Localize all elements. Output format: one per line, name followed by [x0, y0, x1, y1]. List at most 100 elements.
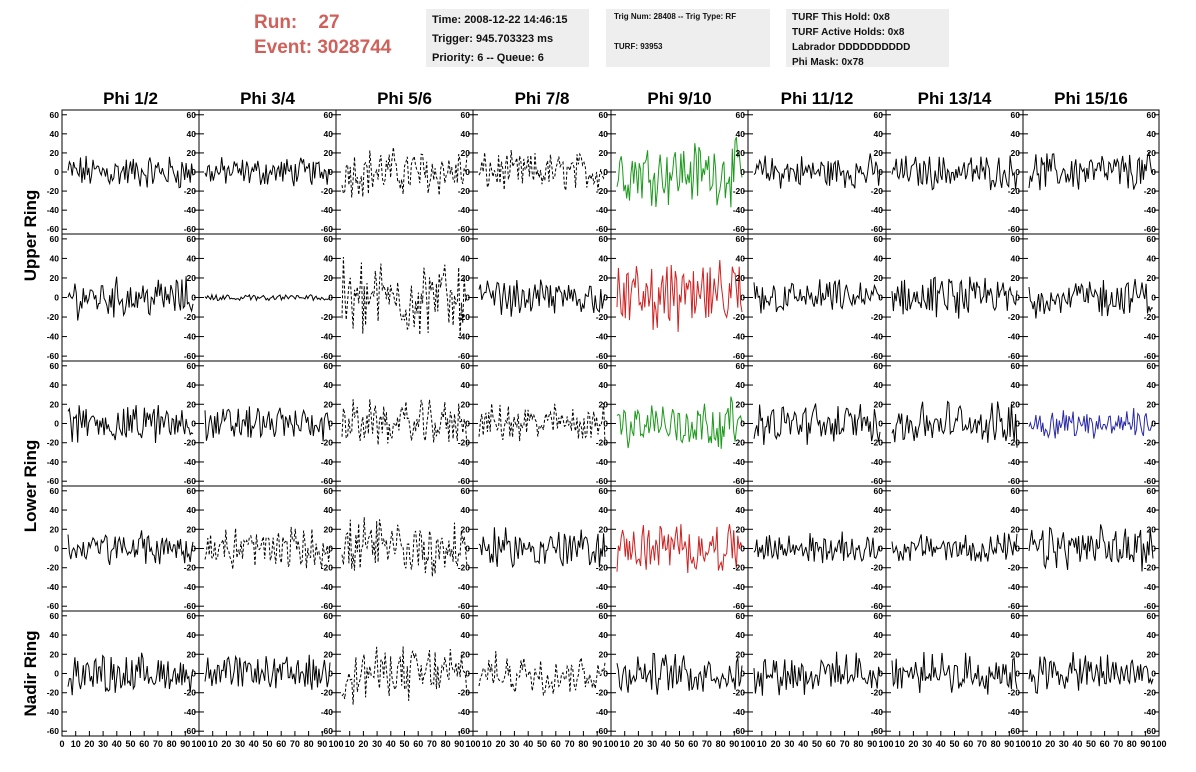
y-tick-label: 0 [1151, 669, 1156, 679]
waveform-trace [616, 524, 743, 574]
waveform-trace [1028, 278, 1154, 319]
x-tick-label: 80 [578, 739, 588, 749]
y-tick-label: 60 [461, 234, 471, 244]
y-tick-label: 0 [1015, 167, 1020, 177]
y-tick-label: 40 [324, 253, 334, 263]
waveform-trace [616, 259, 743, 332]
y-tick-label: -40 [1144, 457, 1157, 467]
y-tick-label: -20 [596, 312, 609, 322]
waveform-trace [341, 256, 468, 340]
y-tick-label: 60 [50, 611, 60, 621]
panel-frame [610, 610, 749, 737]
x-tick-label: 10 [620, 739, 630, 749]
y-tick-label: -20 [1008, 438, 1021, 448]
y-tick-label: 40 [599, 129, 609, 139]
y-tick-label: 40 [1011, 380, 1021, 390]
y-tick-label: 0 [1151, 293, 1156, 303]
y-tick-label: -20 [184, 563, 197, 573]
y-tick-label: -60 [733, 351, 746, 361]
phi-mask-text: Phi Mask: 0x78 [792, 57, 864, 68]
panel-frame [885, 109, 1024, 235]
y-tick-label: -20 [1008, 312, 1021, 322]
y-tick-label: -40 [184, 582, 197, 592]
y-tick-label: 60 [599, 234, 609, 244]
waveform-trace [341, 399, 468, 447]
y-tick-label: -20 [871, 438, 884, 448]
waveform-trace [341, 646, 468, 705]
x-tick-label: 50 [812, 739, 822, 749]
y-tick-label: -40 [1144, 332, 1157, 342]
y-tick-label: -40 [321, 457, 334, 467]
y-tick-label: 60 [461, 611, 471, 621]
x-tick-label: 40 [112, 739, 122, 749]
panel-frame [1022, 360, 1160, 487]
y-tick-label: 40 [324, 129, 334, 139]
y-tick-label: -40 [47, 707, 60, 717]
y-tick-label: -20 [1144, 438, 1157, 448]
time-info-box: Time: 2008-12-22 14:46:15 Trigger: 945.7… [426, 9, 589, 67]
y-tick-label: 60 [874, 611, 884, 621]
y-tick-label: 60 [187, 234, 197, 244]
y-tick-label: 0 [1015, 669, 1020, 679]
y-tick-label: 60 [461, 110, 471, 120]
waveform-trace [67, 155, 194, 189]
y-tick-label: 40 [874, 253, 884, 263]
waveform-trace [67, 405, 194, 444]
x-tick-label: 60 [276, 739, 286, 749]
y-tick-label: -40 [1144, 707, 1157, 717]
panel-frame [198, 360, 337, 487]
x-tick-label: 80 [991, 739, 1001, 749]
column-header: Phi 13/14 [918, 89, 992, 108]
x-tick-label: 30 [235, 739, 245, 749]
x-tick-label: 100 [1015, 739, 1030, 749]
y-tick-label: 20 [1011, 148, 1021, 158]
y-tick-label: -60 [596, 601, 609, 611]
y-tick-label: -20 [733, 688, 746, 698]
y-tick-label: 0 [328, 293, 333, 303]
waveform-trace [1028, 152, 1154, 191]
waveform-trace [478, 149, 606, 191]
y-tick-label: 60 [599, 110, 609, 120]
y-tick-label: -40 [184, 332, 197, 342]
waveform-trace [1028, 407, 1154, 439]
y-tick-label: 0 [740, 293, 745, 303]
y-tick-label: -20 [1008, 186, 1021, 196]
y-tick-label: 60 [50, 110, 60, 120]
y-tick-label: -60 [321, 601, 334, 611]
y-tick-label: -20 [1144, 312, 1157, 322]
y-tick-label: 40 [1011, 129, 1021, 139]
waveform-trace [341, 147, 468, 198]
y-tick-label: 0 [740, 167, 745, 177]
x-tick-label: 70 [840, 739, 850, 749]
y-tick-label: -40 [871, 707, 884, 717]
y-tick-label: 40 [736, 380, 746, 390]
waveform-trace [1028, 524, 1154, 572]
waveform-trace [478, 403, 606, 445]
y-tick-label: 40 [187, 380, 197, 390]
x-tick-label: 40 [1072, 739, 1082, 749]
y-tick-label: -40 [321, 205, 334, 215]
x-tick-label: 100 [878, 739, 893, 749]
y-tick-label: 20 [1147, 399, 1157, 409]
y-tick-label: 20 [736, 649, 746, 659]
y-tick-label: 20 [461, 524, 471, 534]
waveform-trace [67, 530, 194, 566]
y-tick-label: -60 [184, 726, 197, 736]
y-tick-label: 40 [874, 380, 884, 390]
x-tick-label: 10 [895, 739, 905, 749]
y-tick-label: -60 [1008, 601, 1021, 611]
y-tick-label: -60 [733, 476, 746, 486]
x-tick-label: 50 [1086, 739, 1096, 749]
y-tick-label: 40 [50, 129, 60, 139]
waveform-trace [204, 157, 331, 187]
y-tick-label: -20 [871, 312, 884, 322]
x-tick-label: 100 [740, 739, 755, 749]
x-tick-label: 20 [771, 739, 781, 749]
y-tick-label: -60 [1008, 351, 1021, 361]
waveform-trace [616, 652, 743, 695]
y-tick-label: 40 [1011, 505, 1021, 515]
y-tick-label: 0 [1151, 167, 1156, 177]
waveform-trace [478, 650, 606, 697]
x-tick-label: 60 [139, 739, 149, 749]
x-tick-label: 40 [936, 739, 946, 749]
